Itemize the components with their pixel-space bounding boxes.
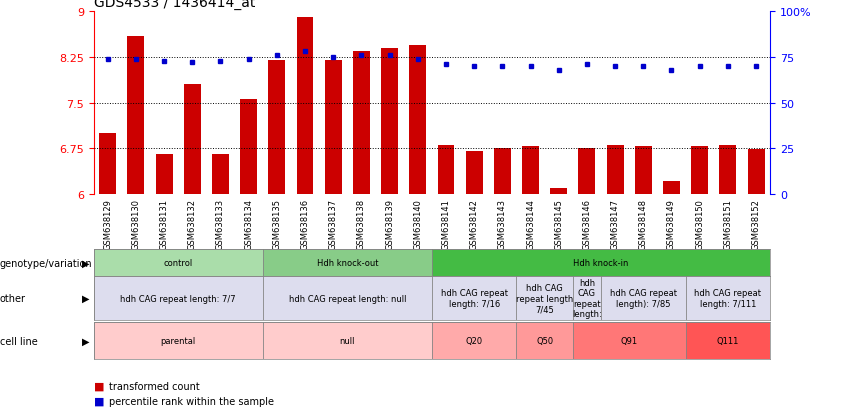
- Bar: [325, 61, 342, 194]
- Bar: [431, 322, 517, 359]
- Bar: [517, 322, 573, 359]
- Bar: [686, 322, 770, 359]
- Text: Q111: Q111: [717, 336, 739, 345]
- Bar: [94, 322, 263, 359]
- Text: genotype/variation: genotype/variation: [0, 258, 93, 268]
- Bar: [381, 49, 398, 194]
- Bar: [573, 322, 686, 359]
- Bar: [296, 19, 313, 194]
- Text: GSM638129: GSM638129: [103, 198, 112, 249]
- Text: percentile rank within the sample: percentile rank within the sample: [109, 396, 274, 406]
- Text: GSM638139: GSM638139: [386, 198, 394, 249]
- Bar: [184, 85, 201, 194]
- Bar: [465, 152, 483, 194]
- Text: hdh
CAG
repeat
length:: hdh CAG repeat length:: [572, 278, 602, 318]
- Bar: [494, 149, 511, 194]
- Bar: [517, 277, 573, 320]
- Text: GSM638133: GSM638133: [216, 198, 225, 249]
- Bar: [522, 147, 539, 194]
- Text: other: other: [0, 293, 26, 304]
- Text: GSM638142: GSM638142: [470, 198, 478, 249]
- Text: GSM638138: GSM638138: [357, 198, 366, 249]
- Text: transformed count: transformed count: [109, 381, 200, 391]
- Text: GSM638132: GSM638132: [188, 198, 197, 249]
- Bar: [94, 277, 263, 320]
- Text: hdh CAG repeat length: null: hdh CAG repeat length: null: [288, 294, 406, 303]
- Text: null: null: [340, 336, 355, 345]
- Text: GSM638152: GSM638152: [751, 198, 761, 249]
- Text: Q91: Q91: [620, 336, 637, 345]
- Bar: [268, 61, 285, 194]
- Text: parental: parental: [161, 336, 196, 345]
- Text: hdh CAG repeat length: 7/7: hdh CAG repeat length: 7/7: [120, 294, 236, 303]
- Bar: [601, 277, 686, 320]
- Bar: [212, 155, 229, 194]
- Text: hdh CAG repeat
length: 7/16: hdh CAG repeat length: 7/16: [441, 289, 508, 308]
- Bar: [635, 147, 652, 194]
- Text: Q20: Q20: [465, 336, 483, 345]
- Text: hdh CAG
repeat length
7/45: hdh CAG repeat length 7/45: [516, 284, 574, 313]
- Text: GSM638134: GSM638134: [244, 198, 253, 249]
- Bar: [128, 37, 145, 194]
- Bar: [353, 52, 370, 194]
- Text: hdh CAG repeat
length: 7/111: hdh CAG repeat length: 7/111: [694, 289, 762, 308]
- Text: ▶: ▶: [82, 336, 89, 346]
- Bar: [551, 188, 567, 194]
- Bar: [431, 277, 517, 320]
- Bar: [573, 277, 601, 320]
- Bar: [240, 100, 257, 194]
- Bar: [686, 277, 770, 320]
- Text: GSM638149: GSM638149: [667, 198, 676, 249]
- Bar: [94, 250, 263, 277]
- Text: GSM638144: GSM638144: [526, 198, 535, 249]
- Text: Hdh knock-out: Hdh knock-out: [317, 259, 378, 268]
- Text: GSM638130: GSM638130: [131, 198, 140, 249]
- Text: Q50: Q50: [536, 336, 553, 345]
- Bar: [409, 46, 426, 194]
- Text: ■: ■: [94, 396, 104, 406]
- Bar: [437, 146, 454, 194]
- Bar: [100, 133, 116, 194]
- Text: GSM638135: GSM638135: [272, 198, 282, 249]
- Bar: [719, 146, 736, 194]
- Text: ■: ■: [94, 381, 104, 391]
- Bar: [263, 277, 431, 320]
- Bar: [263, 250, 431, 277]
- Text: ▶: ▶: [82, 258, 89, 268]
- Bar: [747, 150, 764, 194]
- Text: GSM638148: GSM638148: [639, 198, 648, 249]
- Bar: [691, 147, 708, 194]
- Bar: [263, 322, 431, 359]
- Text: control: control: [163, 259, 193, 268]
- Text: GDS4533 / 1436414_at: GDS4533 / 1436414_at: [94, 0, 255, 10]
- Bar: [431, 250, 770, 277]
- Text: GSM638150: GSM638150: [695, 198, 704, 249]
- Text: GSM638151: GSM638151: [723, 198, 733, 249]
- Text: GSM638136: GSM638136: [300, 198, 310, 249]
- Text: GSM638140: GSM638140: [414, 198, 422, 249]
- Text: GSM638145: GSM638145: [554, 198, 563, 249]
- Text: cell line: cell line: [0, 336, 37, 346]
- Text: GSM638137: GSM638137: [328, 198, 338, 249]
- Text: GSM638147: GSM638147: [611, 198, 620, 249]
- Bar: [579, 149, 596, 194]
- Text: GSM638146: GSM638146: [582, 198, 591, 249]
- Text: ▶: ▶: [82, 293, 89, 304]
- Bar: [607, 146, 624, 194]
- Text: hdh CAG repeat
length): 7/85: hdh CAG repeat length): 7/85: [610, 289, 677, 308]
- Text: GSM638141: GSM638141: [442, 198, 450, 249]
- Bar: [663, 182, 680, 194]
- Text: Hdh knock-in: Hdh knock-in: [574, 259, 629, 268]
- Text: GSM638143: GSM638143: [498, 198, 507, 249]
- Text: GSM638131: GSM638131: [160, 198, 168, 249]
- Bar: [156, 155, 173, 194]
